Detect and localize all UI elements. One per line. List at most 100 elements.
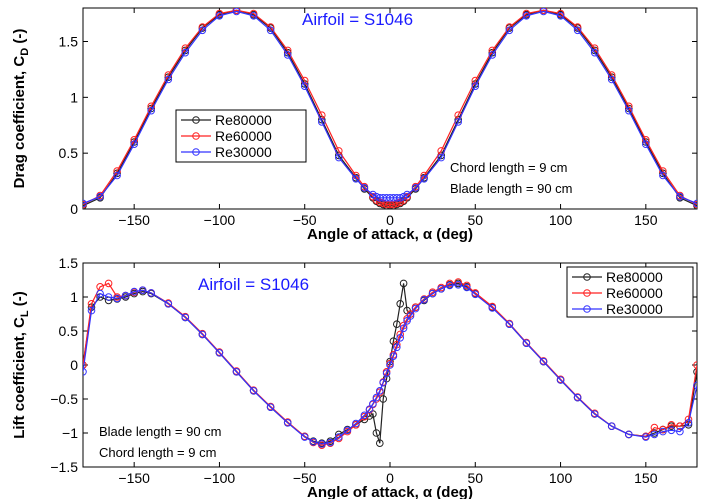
data-point-re30000 bbox=[164, 300, 173, 308]
data-point-re30000 bbox=[335, 433, 343, 441]
data-point-re30000 bbox=[420, 175, 428, 183]
data-point-re30000 bbox=[488, 51, 497, 59]
x-axis-label: Angle of attack, α (deg) bbox=[307, 484, 473, 499]
y-tick-label: 1.5 bbox=[59, 34, 79, 50]
y-tick-label: 0 bbox=[70, 201, 78, 217]
y-axis-label-main: Lift coefficient, C bbox=[11, 317, 28, 439]
annotation: Blade length = 90 cm bbox=[99, 424, 222, 439]
data-point-re30000 bbox=[360, 411, 369, 420]
data-point-re60000 bbox=[693, 361, 697, 369]
chart-title: Airfoil = S1046 bbox=[198, 275, 309, 294]
data-point-re30000 bbox=[335, 153, 343, 162]
data-point-re30000 bbox=[360, 184, 369, 192]
x-tick-label: −50 bbox=[293, 212, 317, 228]
data-point-re30000 bbox=[437, 153, 446, 162]
x-tick-label: −50 bbox=[293, 470, 317, 486]
data-point-re30000 bbox=[522, 339, 531, 348]
legend-swatch-marker bbox=[192, 148, 200, 156]
data-point-re30000 bbox=[232, 368, 241, 376]
data-point-re30000 bbox=[505, 320, 514, 329]
data-point-re80000 bbox=[372, 429, 381, 437]
data-point-re30000 bbox=[488, 304, 497, 312]
data-point-re30000 bbox=[676, 192, 684, 201]
data-point-re30000 bbox=[352, 419, 360, 428]
data-point-re80000 bbox=[693, 368, 697, 376]
y-axis-label-suffix: (-) bbox=[11, 29, 28, 48]
x-tick-label: −150 bbox=[118, 470, 150, 486]
data-point-re30000 bbox=[352, 175, 360, 183]
y-tick-label: −1.5 bbox=[50, 459, 78, 475]
data-point-re80000 bbox=[399, 279, 408, 288]
data-point-re30000 bbox=[382, 369, 391, 378]
data-point-re60000 bbox=[215, 9, 224, 18]
x-tick-label: 150 bbox=[634, 470, 658, 486]
y-axis-label-main: Drag coefficient, C bbox=[11, 56, 28, 189]
data-point-re30000 bbox=[399, 324, 408, 333]
data-point-re30000 bbox=[556, 12, 565, 20]
data-point-re30000 bbox=[266, 26, 275, 35]
data-point-re30000 bbox=[403, 190, 411, 199]
y-axis-label-sub: D bbox=[19, 48, 31, 56]
data-point-re30000 bbox=[138, 286, 147, 295]
x-tick-label: 50 bbox=[467, 470, 483, 486]
data-point-re30000 bbox=[113, 294, 121, 303]
y-axis-label-suffix: (-) bbox=[11, 291, 28, 310]
y-tick-label: −0.5 bbox=[50, 391, 78, 407]
data-point-re30000 bbox=[556, 376, 565, 384]
annotation: Chord length = 9 cm bbox=[450, 160, 567, 175]
legend-entry: Re60000 bbox=[606, 285, 663, 301]
data-point-re30000 bbox=[198, 26, 207, 35]
x-tick-label: 0 bbox=[386, 212, 394, 228]
series-line-re30000 bbox=[83, 284, 697, 445]
legend-entry: Re80000 bbox=[606, 269, 663, 285]
data-point-re30000 bbox=[420, 295, 428, 304]
x-axis-label: Angle of attack, α (deg) bbox=[307, 226, 473, 243]
y-tick-label: 1 bbox=[70, 289, 78, 305]
y-axis-label: Drag coefficient, CD (-) bbox=[11, 29, 31, 189]
data-point-re30000 bbox=[659, 427, 667, 436]
y-tick-label: 1 bbox=[70, 89, 78, 105]
data-point-re30000 bbox=[676, 427, 684, 436]
legend-entry: Re30000 bbox=[215, 144, 272, 160]
data-point-re30000 bbox=[130, 140, 138, 148]
x-tick-label: 0 bbox=[386, 470, 394, 486]
data-point-re30000 bbox=[83, 368, 87, 376]
data-point-re60000 bbox=[104, 279, 113, 288]
data-point-re30000 bbox=[386, 361, 394, 369]
data-point-re30000 bbox=[539, 8, 548, 16]
data-point-re30000 bbox=[471, 290, 480, 299]
data-point-re30000 bbox=[463, 283, 471, 292]
legend-swatch-marker bbox=[583, 289, 591, 297]
data-point-re30000 bbox=[300, 82, 309, 90]
x-tick-label: −100 bbox=[204, 470, 236, 486]
data-point-re60000 bbox=[659, 425, 667, 434]
y-tick-label: 0.5 bbox=[59, 145, 79, 161]
data-point-re30000 bbox=[283, 51, 292, 59]
data-point-re30000 bbox=[266, 403, 275, 412]
data-point-re30000 bbox=[590, 410, 599, 418]
x-tick-label: −150 bbox=[118, 212, 150, 228]
data-point-re30000 bbox=[249, 387, 258, 395]
x-tick-label: 50 bbox=[467, 212, 483, 228]
data-point-re30000 bbox=[396, 194, 405, 202]
data-point-re80000 bbox=[396, 300, 405, 308]
legend-swatch-marker bbox=[192, 132, 200, 140]
legend-entry: Re30000 bbox=[606, 301, 663, 317]
data-point-re60000 bbox=[83, 361, 87, 369]
data-point-re30000 bbox=[300, 433, 309, 441]
x-tick-label: −100 bbox=[204, 212, 236, 228]
annotation: Blade length = 90 cm bbox=[450, 181, 573, 196]
data-point-re30000 bbox=[181, 48, 190, 57]
y-axis-label-sub: L bbox=[19, 310, 31, 317]
data-point-re30000 bbox=[365, 405, 374, 414]
data-point-re30000 bbox=[522, 12, 531, 20]
lift-chart: −150 −100 −50 0 50 100 150 −1.5 −1 −0.5 0 0.5 1 1.5 An… bbox=[11, 255, 698, 499]
data-point-re30000 bbox=[87, 306, 96, 315]
data-point-re30000 bbox=[411, 304, 420, 313]
data-point-re30000 bbox=[607, 75, 616, 84]
data-point-re30000 bbox=[343, 426, 352, 435]
data-point-re30000 bbox=[437, 285, 446, 293]
